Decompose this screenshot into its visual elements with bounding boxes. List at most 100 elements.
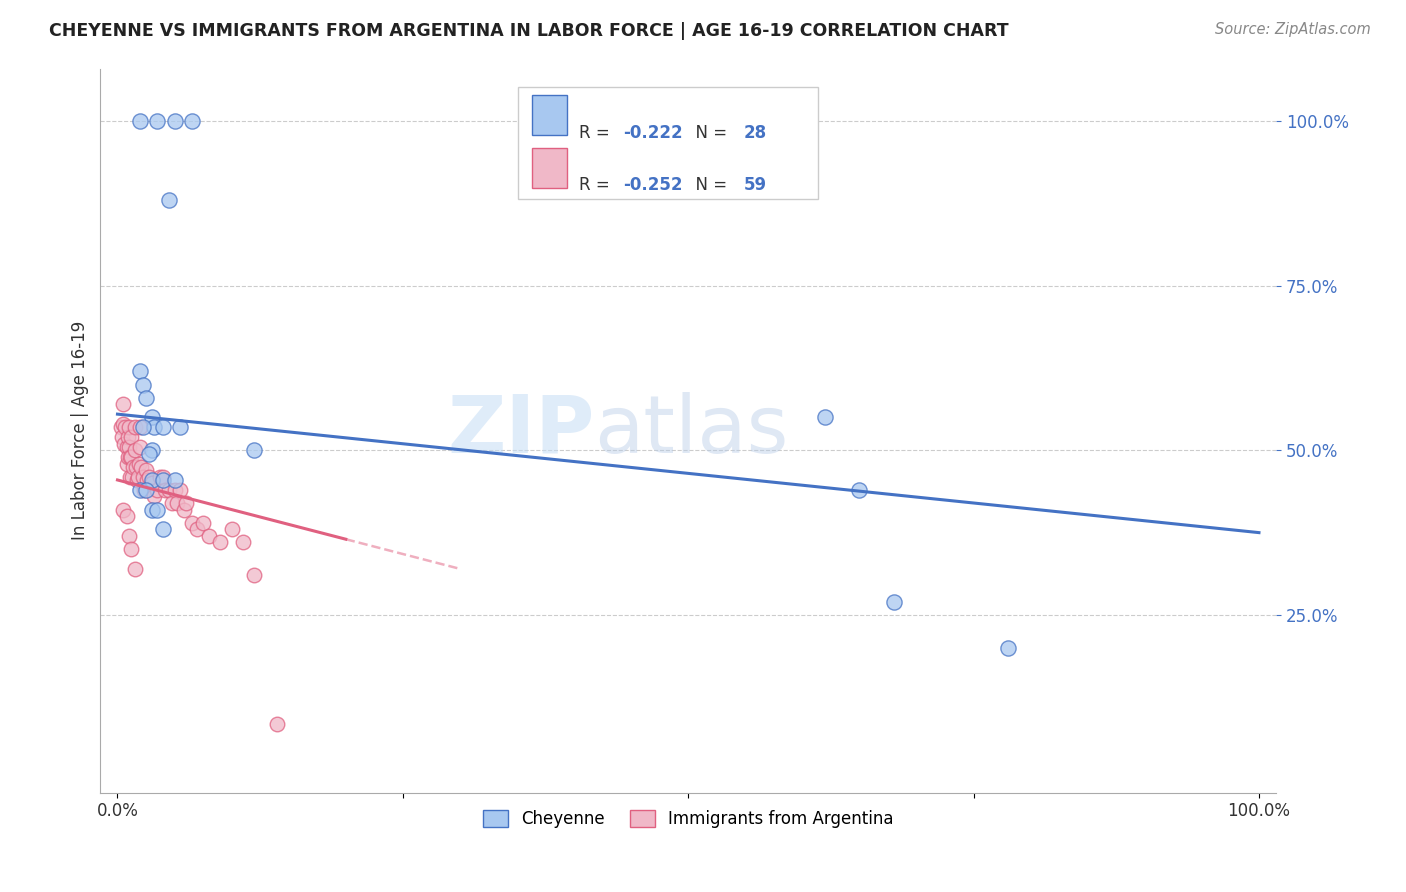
Text: 28: 28 [744, 124, 766, 142]
Point [136, 473, 159, 487]
Point [124, 562, 146, 576]
Text: -0.252: -0.252 [623, 176, 683, 194]
Point [125, 459, 148, 474]
Point [191, 516, 214, 530]
Point [124, 443, 146, 458]
Point [129, 364, 152, 378]
Point [243, 443, 266, 458]
Point [180, 516, 202, 530]
Point [118, 420, 141, 434]
Point [117, 450, 139, 464]
Point [129, 440, 152, 454]
Point [131, 377, 153, 392]
Point [848, 483, 870, 497]
Point [138, 469, 160, 483]
Point [110, 420, 132, 434]
Point [128, 457, 150, 471]
Point [162, 496, 184, 510]
Point [114, 420, 136, 434]
Point [173, 502, 195, 516]
Text: -0.222: -0.222 [623, 124, 683, 142]
Point [141, 473, 163, 487]
Point [266, 716, 288, 731]
Point [155, 483, 177, 497]
Text: R =: R = [579, 176, 614, 194]
Point [814, 410, 837, 425]
Point [117, 430, 139, 444]
Point [209, 535, 232, 549]
Point [115, 457, 138, 471]
Point [166, 496, 188, 510]
Point [125, 473, 148, 487]
Point [112, 417, 135, 431]
Y-axis label: In Labor Force | Age 16-19: In Labor Force | Age 16-19 [72, 321, 89, 541]
Point [243, 568, 266, 582]
Point [143, 420, 166, 434]
Point [111, 430, 134, 444]
Point [146, 483, 169, 497]
Point [221, 522, 243, 536]
Point [135, 391, 157, 405]
Point [141, 476, 163, 491]
Text: ZIP: ZIP [447, 392, 595, 469]
Point [120, 542, 142, 557]
FancyBboxPatch shape [517, 87, 817, 199]
Point [127, 469, 149, 483]
Point [146, 114, 169, 128]
Text: atlas: atlas [595, 392, 789, 469]
Text: N =: N = [685, 176, 733, 194]
Point [120, 430, 142, 444]
Point [135, 483, 157, 497]
Point [112, 397, 135, 411]
Point [141, 502, 163, 516]
Point [129, 483, 152, 497]
Point [135, 463, 157, 477]
Point [131, 469, 153, 483]
Point [997, 640, 1019, 655]
Point [198, 529, 221, 543]
Point [118, 529, 141, 543]
Point [131, 459, 153, 474]
Point [141, 410, 163, 425]
FancyBboxPatch shape [531, 148, 567, 187]
Point [169, 420, 191, 434]
Point [163, 114, 186, 128]
Point [146, 502, 169, 516]
Legend: Cheyenne, Immigrants from Argentina: Cheyenne, Immigrants from Argentina [477, 804, 900, 835]
Point [115, 440, 138, 454]
Point [186, 522, 208, 536]
Point [157, 193, 180, 207]
Point [157, 483, 180, 497]
Point [174, 496, 197, 510]
Point [152, 420, 174, 434]
Point [118, 440, 141, 454]
Point [152, 522, 174, 536]
Text: CHEYENNE VS IMMIGRANTS FROM ARGENTINA IN LABOR FORCE | AGE 16-19 CORRELATION CHA: CHEYENNE VS IMMIGRANTS FROM ARGENTINA IN… [49, 22, 1010, 40]
Point [232, 535, 254, 549]
Point [152, 473, 174, 487]
Text: Source: ZipAtlas.com: Source: ZipAtlas.com [1215, 22, 1371, 37]
Point [132, 483, 155, 497]
Point [122, 459, 145, 474]
Point [118, 469, 141, 483]
Point [180, 114, 202, 128]
Text: 59: 59 [744, 176, 766, 194]
Point [138, 447, 160, 461]
Point [149, 469, 172, 483]
Point [118, 450, 141, 464]
Point [121, 469, 143, 483]
Point [120, 450, 142, 464]
Point [163, 473, 186, 487]
Point [143, 490, 166, 504]
FancyBboxPatch shape [531, 95, 567, 135]
Point [152, 469, 174, 483]
Point [129, 420, 152, 434]
Point [112, 436, 135, 450]
Point [129, 114, 152, 128]
Point [124, 420, 146, 434]
Point [169, 483, 191, 497]
Text: R =: R = [579, 124, 614, 142]
Point [883, 595, 905, 609]
Point [112, 502, 135, 516]
Point [115, 509, 138, 524]
